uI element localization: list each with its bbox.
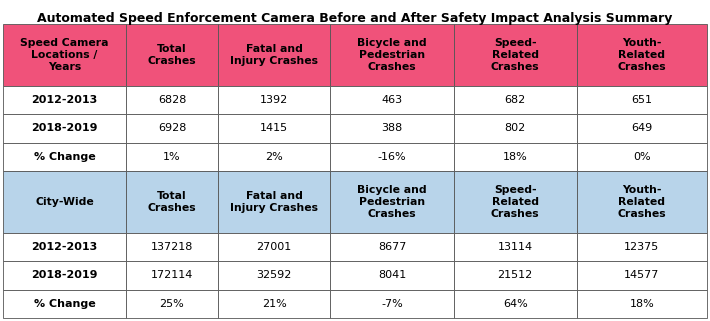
Bar bbox=[577, 171, 707, 233]
Text: 388: 388 bbox=[381, 123, 403, 133]
Bar bbox=[454, 261, 577, 290]
Text: 21%: 21% bbox=[262, 299, 286, 309]
Text: Total
Crashes: Total Crashes bbox=[148, 44, 196, 66]
Bar bbox=[126, 143, 218, 171]
Text: Bicycle and
Pedestrian
Crashes: Bicycle and Pedestrian Crashes bbox=[357, 38, 427, 72]
Text: 14577: 14577 bbox=[624, 270, 660, 280]
Bar bbox=[330, 86, 454, 114]
Bar bbox=[3, 290, 126, 318]
Text: 13114: 13114 bbox=[498, 242, 532, 252]
Bar bbox=[126, 233, 218, 261]
Bar bbox=[218, 143, 330, 171]
Bar bbox=[3, 261, 126, 290]
Bar bbox=[577, 114, 707, 143]
Text: Youth-
Related
Crashes: Youth- Related Crashes bbox=[618, 185, 666, 219]
Text: Fatal and
Injury Crashes: Fatal and Injury Crashes bbox=[230, 191, 318, 213]
Text: 27001: 27001 bbox=[256, 242, 292, 252]
Text: 682: 682 bbox=[505, 95, 526, 105]
Bar bbox=[577, 24, 707, 86]
Bar bbox=[218, 290, 330, 318]
Bar bbox=[454, 114, 577, 143]
Bar bbox=[218, 114, 330, 143]
Text: 25%: 25% bbox=[160, 299, 185, 309]
Bar bbox=[218, 24, 330, 86]
Text: 2018-2019: 2018-2019 bbox=[31, 270, 98, 280]
Text: 18%: 18% bbox=[503, 152, 528, 162]
Text: % Change: % Change bbox=[33, 152, 95, 162]
Text: -16%: -16% bbox=[378, 152, 406, 162]
Bar bbox=[126, 24, 218, 86]
Bar bbox=[454, 290, 577, 318]
Bar bbox=[330, 114, 454, 143]
Bar bbox=[454, 233, 577, 261]
Text: 8041: 8041 bbox=[378, 270, 406, 280]
Text: 21512: 21512 bbox=[498, 270, 532, 280]
Text: Speed-
Related
Crashes: Speed- Related Crashes bbox=[491, 185, 540, 219]
Text: Speed Camera
Locations /
Years: Speed Camera Locations / Years bbox=[21, 38, 109, 72]
Text: 137218: 137218 bbox=[151, 242, 193, 252]
Text: % Change: % Change bbox=[33, 299, 95, 309]
Text: 2012-2013: 2012-2013 bbox=[31, 95, 98, 105]
Text: 2018-2019: 2018-2019 bbox=[31, 123, 98, 133]
Text: 1392: 1392 bbox=[260, 95, 288, 105]
Text: 651: 651 bbox=[631, 95, 652, 105]
Bar bbox=[126, 261, 218, 290]
Text: 6828: 6828 bbox=[158, 95, 186, 105]
Text: 2%: 2% bbox=[265, 152, 283, 162]
Bar bbox=[330, 290, 454, 318]
Bar bbox=[3, 171, 126, 233]
Bar bbox=[3, 233, 126, 261]
Text: 64%: 64% bbox=[503, 299, 528, 309]
Bar bbox=[577, 261, 707, 290]
Bar bbox=[454, 86, 577, 114]
Bar bbox=[330, 143, 454, 171]
Bar bbox=[218, 171, 330, 233]
Bar bbox=[454, 24, 577, 86]
Bar bbox=[218, 233, 330, 261]
Bar bbox=[3, 143, 126, 171]
Text: 802: 802 bbox=[505, 123, 526, 133]
Bar bbox=[330, 233, 454, 261]
Bar bbox=[3, 24, 126, 86]
Bar bbox=[3, 86, 126, 114]
Bar bbox=[126, 171, 218, 233]
Bar bbox=[3, 114, 126, 143]
Bar bbox=[126, 290, 218, 318]
Text: Speed-
Related
Crashes: Speed- Related Crashes bbox=[491, 38, 540, 72]
Text: 6928: 6928 bbox=[158, 123, 186, 133]
Text: 18%: 18% bbox=[630, 299, 654, 309]
Text: 649: 649 bbox=[631, 123, 652, 133]
Text: Total
Crashes: Total Crashes bbox=[148, 191, 196, 213]
Bar bbox=[218, 261, 330, 290]
Text: 1415: 1415 bbox=[260, 123, 288, 133]
Bar bbox=[330, 24, 454, 86]
Bar bbox=[330, 171, 454, 233]
Bar bbox=[577, 86, 707, 114]
Bar bbox=[577, 233, 707, 261]
Text: City-Wide: City-Wide bbox=[36, 197, 94, 207]
Bar bbox=[454, 171, 577, 233]
Text: Youth-
Related
Crashes: Youth- Related Crashes bbox=[618, 38, 666, 72]
Bar bbox=[454, 143, 577, 171]
Text: Fatal and
Injury Crashes: Fatal and Injury Crashes bbox=[230, 44, 318, 66]
Text: Bicycle and
Pedestrian
Crashes: Bicycle and Pedestrian Crashes bbox=[357, 185, 427, 219]
Bar bbox=[126, 114, 218, 143]
Bar bbox=[577, 290, 707, 318]
Text: 8677: 8677 bbox=[378, 242, 406, 252]
Text: 32592: 32592 bbox=[256, 270, 292, 280]
Bar bbox=[218, 86, 330, 114]
Bar bbox=[577, 143, 707, 171]
Text: 0%: 0% bbox=[633, 152, 650, 162]
Text: Automated Speed Enforcement Camera Before and After Safety Impact Analysis Summa: Automated Speed Enforcement Camera Befor… bbox=[38, 12, 672, 25]
Text: 463: 463 bbox=[381, 95, 403, 105]
Text: -7%: -7% bbox=[381, 299, 403, 309]
Bar bbox=[126, 86, 218, 114]
Text: 172114: 172114 bbox=[151, 270, 193, 280]
Text: 12375: 12375 bbox=[624, 242, 660, 252]
Text: 2012-2013: 2012-2013 bbox=[31, 242, 98, 252]
Text: 1%: 1% bbox=[163, 152, 181, 162]
Bar bbox=[330, 261, 454, 290]
